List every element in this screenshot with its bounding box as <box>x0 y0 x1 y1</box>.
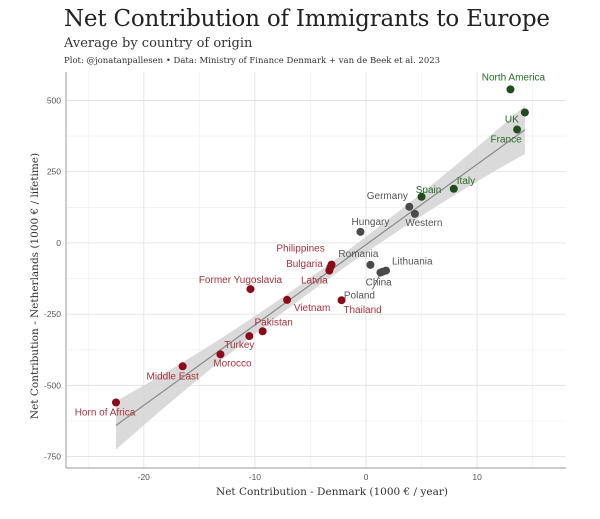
point-label: Former Yugoslavia <box>199 275 283 286</box>
point-label: Philippines <box>276 244 324 255</box>
point-label: Morocco <box>213 358 252 369</box>
point-label: UK <box>505 114 519 125</box>
data-point <box>178 362 187 371</box>
point-label: Spain <box>416 185 442 196</box>
data-point <box>258 327 267 336</box>
point-label: Romania <box>338 249 378 260</box>
confidence-band-layer <box>115 105 526 450</box>
data-point <box>356 227 365 236</box>
point-label: Horn of Africa <box>75 407 136 418</box>
y-tick-labels: 500 250 0 -250 -500 -750 <box>44 95 61 461</box>
data-point <box>325 266 334 275</box>
regression-line <box>115 129 526 426</box>
data-point <box>417 192 426 201</box>
data-point <box>283 295 292 304</box>
y-tick-label: -500 <box>44 380 61 390</box>
x-tick-label: 10 <box>472 472 482 482</box>
data-point <box>246 285 255 294</box>
point-label: China <box>366 278 393 289</box>
y-axis-title: Net Contribution - Netherlands (1000 € /… <box>29 153 41 419</box>
data-point <box>216 350 225 359</box>
point-label: Poland <box>344 291 375 302</box>
x-tick-label: -10 <box>249 472 262 482</box>
point-label: Hungary <box>352 217 390 228</box>
y-tick-label: 250 <box>47 167 61 177</box>
data-point <box>366 260 375 269</box>
point-label: Thailand <box>343 305 381 316</box>
label-connector <box>372 275 380 290</box>
point-label: Lithuania <box>392 257 433 268</box>
axes <box>65 72 566 469</box>
data-point <box>405 202 414 211</box>
point-label: Italy <box>457 176 475 187</box>
point-label: France <box>491 135 523 146</box>
data-point <box>449 184 458 193</box>
point-label: Germany <box>367 191 408 202</box>
point-labels: North America UK France Italy Spain Germany We… <box>75 72 546 418</box>
y-tick-label: 500 <box>47 95 61 105</box>
point-label: North America <box>482 72 546 83</box>
data-point <box>513 125 522 134</box>
label-connectors <box>372 275 380 290</box>
point-label: Bulgaria <box>286 259 323 270</box>
point-label: Latvia <box>301 276 328 287</box>
chart-title: Net Contribution of Immigrants to Europe <box>64 6 550 32</box>
data-point <box>506 85 515 94</box>
x-axis-title: Net Contribution - Denmark (1000 € / yea… <box>216 486 448 498</box>
point-label: Middle East <box>147 371 199 382</box>
chart-caption: Plot: @jonatanpallesen • Data: Ministry … <box>64 56 441 66</box>
point-label: Vietnam <box>294 303 331 314</box>
point-label: Turkey <box>224 340 254 351</box>
x-tick-label: -20 <box>138 472 151 482</box>
data-point <box>245 332 254 341</box>
point-label: Pakistan <box>254 317 292 328</box>
data-point <box>337 296 346 305</box>
y-tick-label: -750 <box>44 452 61 462</box>
data-point <box>376 268 385 277</box>
x-tick-labels: -20 -10 0 10 <box>138 472 482 482</box>
y-tick-label: -250 <box>44 309 61 319</box>
data-points <box>112 85 529 407</box>
x-tick-label: 0 <box>364 472 369 482</box>
point-label: Western <box>405 218 442 229</box>
data-point <box>410 209 419 218</box>
y-tick-label: 0 <box>56 238 61 248</box>
data-point <box>112 398 120 407</box>
data-point <box>520 108 529 117</box>
chart-subtitle: Average by country of origin <box>64 36 253 51</box>
